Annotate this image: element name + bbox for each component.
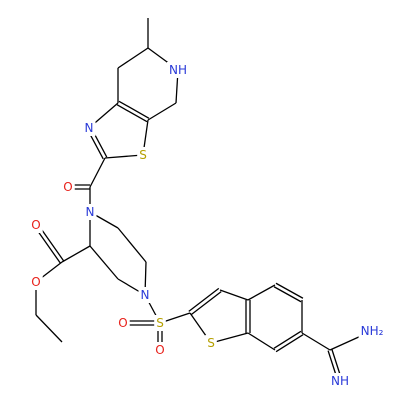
atom-label: O bbox=[118, 316, 127, 330]
label-mask bbox=[29, 274, 43, 290]
bond bbox=[35, 314, 63, 343]
bond bbox=[273, 330, 302, 349]
label-mask bbox=[167, 62, 189, 78]
atom-label: NH bbox=[331, 374, 349, 388]
label-mask bbox=[358, 323, 386, 339]
bond bbox=[117, 47, 149, 69]
bond bbox=[104, 154, 144, 159]
bond bbox=[117, 227, 147, 263]
bond bbox=[89, 245, 119, 280]
bonds bbox=[33, 18, 373, 382]
bond bbox=[273, 286, 302, 303]
atom-label: NH₂ bbox=[361, 324, 384, 338]
bond bbox=[188, 287, 220, 312]
bond bbox=[118, 100, 150, 119]
label-mask bbox=[329, 373, 351, 389]
label-mask bbox=[154, 315, 166, 331]
atom-label: N bbox=[141, 288, 150, 302]
atom-label: S bbox=[156, 316, 164, 330]
bond bbox=[147, 102, 177, 121]
bond bbox=[219, 289, 249, 301]
label-mask bbox=[137, 147, 149, 163]
bond bbox=[210, 332, 249, 344]
atom-label: O bbox=[155, 343, 164, 357]
label-mask bbox=[61, 179, 75, 195]
atom-label: O bbox=[63, 180, 72, 194]
bond bbox=[275, 334, 304, 353]
label-masks bbox=[29, 62, 386, 389]
label-mask bbox=[82, 120, 96, 136]
atom-label: O bbox=[31, 218, 40, 232]
bond bbox=[247, 284, 276, 301]
bond bbox=[190, 291, 222, 316]
label-mask bbox=[29, 217, 43, 233]
bond bbox=[275, 282, 304, 299]
atom-label: S bbox=[207, 336, 215, 350]
atom-labels: NH N S O N O O N O S O S NH₂ NH bbox=[31, 63, 383, 388]
label-mask bbox=[83, 204, 97, 220]
bond bbox=[247, 332, 276, 351]
label-mask bbox=[153, 342, 167, 358]
atom-label: S bbox=[139, 148, 147, 162]
bond bbox=[301, 332, 331, 351]
bond bbox=[61, 245, 91, 263]
atom-label: O bbox=[31, 275, 40, 289]
atom-label: N bbox=[85, 121, 94, 135]
bond bbox=[116, 104, 148, 123]
atom-label: N bbox=[86, 205, 95, 219]
bond bbox=[89, 157, 106, 188]
label-mask bbox=[116, 315, 130, 331]
label-mask bbox=[138, 287, 152, 303]
atom-label: NH bbox=[169, 63, 187, 77]
label-mask bbox=[205, 335, 217, 351]
